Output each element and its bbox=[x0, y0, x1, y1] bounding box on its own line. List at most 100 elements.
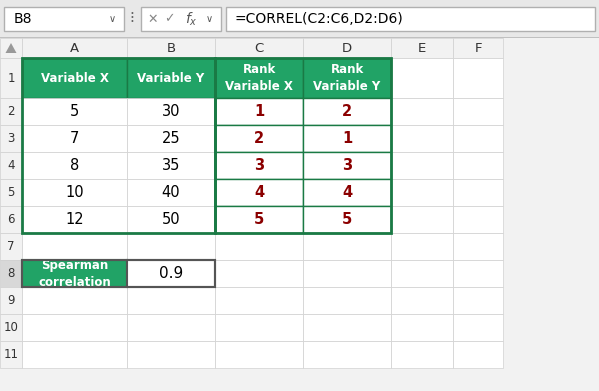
Bar bbox=[4, 7, 124, 31]
Bar bbox=[127, 314, 215, 341]
Bar bbox=[303, 233, 391, 260]
Bar bbox=[0, 152, 22, 179]
Text: D: D bbox=[342, 41, 352, 54]
Bar bbox=[0, 233, 22, 260]
Bar bbox=[0, 341, 22, 368]
Text: 3: 3 bbox=[342, 158, 352, 173]
Bar bbox=[22, 58, 215, 233]
Text: ∨: ∨ bbox=[205, 14, 213, 24]
Bar bbox=[303, 58, 391, 98]
Bar bbox=[303, 98, 391, 125]
Bar bbox=[22, 58, 127, 98]
Bar bbox=[226, 7, 595, 31]
Text: 7: 7 bbox=[7, 240, 15, 253]
Bar bbox=[127, 125, 215, 152]
Bar bbox=[127, 260, 215, 287]
Bar bbox=[215, 260, 303, 287]
Bar bbox=[303, 125, 391, 152]
Text: 4: 4 bbox=[7, 159, 15, 172]
Bar bbox=[453, 179, 503, 206]
Text: 5: 5 bbox=[342, 212, 352, 227]
Bar bbox=[127, 179, 215, 206]
Bar bbox=[22, 206, 127, 233]
Bar bbox=[391, 38, 453, 58]
Text: C: C bbox=[255, 41, 264, 54]
Text: 30: 30 bbox=[162, 104, 180, 119]
Bar bbox=[22, 98, 127, 125]
Bar bbox=[453, 58, 503, 98]
Bar bbox=[127, 125, 215, 152]
Text: 10: 10 bbox=[65, 185, 84, 200]
Bar bbox=[127, 287, 215, 314]
Text: 2: 2 bbox=[342, 104, 352, 119]
Bar bbox=[0, 58, 22, 98]
Bar bbox=[127, 341, 215, 368]
Bar bbox=[127, 98, 215, 125]
Text: B8: B8 bbox=[14, 12, 32, 26]
Bar bbox=[215, 38, 303, 58]
Bar bbox=[391, 260, 453, 287]
Bar bbox=[127, 38, 215, 58]
Bar bbox=[0, 206, 22, 233]
Bar bbox=[391, 314, 453, 341]
Bar bbox=[215, 98, 303, 125]
Text: 5: 5 bbox=[70, 104, 79, 119]
Text: 4: 4 bbox=[342, 185, 352, 200]
Bar bbox=[0, 37, 599, 38]
Bar bbox=[215, 58, 303, 98]
Bar bbox=[215, 179, 303, 206]
Polygon shape bbox=[5, 43, 17, 53]
Bar bbox=[0, 98, 22, 125]
Bar bbox=[303, 125, 391, 152]
Bar bbox=[453, 38, 503, 58]
Bar bbox=[391, 152, 453, 179]
Text: 40: 40 bbox=[162, 185, 180, 200]
Bar bbox=[127, 206, 215, 233]
Bar bbox=[22, 125, 127, 152]
Bar bbox=[22, 98, 127, 125]
Text: 5: 5 bbox=[7, 186, 15, 199]
Bar bbox=[453, 233, 503, 260]
Text: ⁝: ⁝ bbox=[129, 11, 134, 27]
Bar bbox=[22, 260, 127, 287]
Text: F: F bbox=[474, 41, 482, 54]
Bar bbox=[391, 287, 453, 314]
Text: ∨: ∨ bbox=[108, 14, 116, 24]
Text: 3: 3 bbox=[254, 158, 264, 173]
Bar bbox=[22, 179, 127, 206]
Bar bbox=[303, 38, 391, 58]
Text: 2: 2 bbox=[254, 131, 264, 146]
Bar bbox=[453, 152, 503, 179]
Bar bbox=[22, 314, 127, 341]
Bar bbox=[303, 260, 391, 287]
Text: 4: 4 bbox=[254, 185, 264, 200]
Bar bbox=[303, 206, 391, 233]
Text: 1: 1 bbox=[342, 131, 352, 146]
Bar bbox=[215, 98, 303, 125]
Text: Rank
Variable X: Rank Variable X bbox=[225, 63, 293, 93]
Bar bbox=[391, 206, 453, 233]
Bar bbox=[453, 125, 503, 152]
Bar bbox=[127, 179, 215, 206]
Bar bbox=[391, 233, 453, 260]
Bar bbox=[453, 98, 503, 125]
Bar bbox=[303, 58, 391, 98]
Text: 35: 35 bbox=[162, 158, 180, 173]
Text: Spearman
correlation: Spearman correlation bbox=[38, 258, 111, 289]
Bar bbox=[215, 206, 303, 233]
Text: Variable X: Variable X bbox=[41, 72, 108, 84]
Bar bbox=[22, 38, 127, 58]
Text: 1: 1 bbox=[254, 104, 264, 119]
Bar bbox=[215, 179, 303, 206]
Bar bbox=[391, 341, 453, 368]
Bar bbox=[453, 206, 503, 233]
Bar bbox=[22, 260, 127, 287]
Bar bbox=[127, 260, 215, 287]
Text: 11: 11 bbox=[4, 348, 19, 361]
Text: 25: 25 bbox=[162, 131, 180, 146]
Text: 6: 6 bbox=[7, 213, 15, 226]
Bar bbox=[215, 125, 303, 152]
Bar bbox=[22, 152, 127, 179]
Bar bbox=[215, 125, 303, 152]
Bar bbox=[391, 179, 453, 206]
